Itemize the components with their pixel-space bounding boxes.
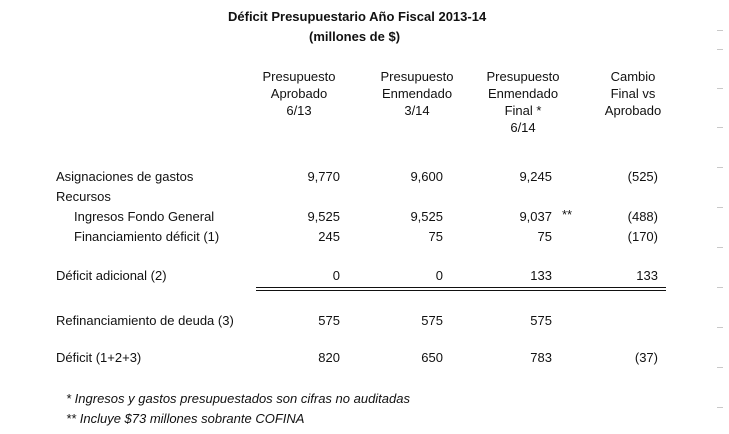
col-header-line: Enmendado xyxy=(487,86,559,101)
col-header-enmendado: Presupuesto Enmendado 3/14 xyxy=(363,68,471,119)
edge-mark xyxy=(717,327,723,328)
row-label: Déficit (1+2+3) xyxy=(56,350,142,365)
cell-enmendado: 575 xyxy=(421,313,443,328)
row-label: Financiamiento déficit (1) xyxy=(74,229,220,244)
col-header-line: Presupuesto xyxy=(486,69,560,84)
row-label: Recursos xyxy=(56,189,111,204)
edge-mark xyxy=(717,247,723,248)
col-header-line: Final vs xyxy=(610,86,656,101)
cell-cambio: (488) xyxy=(627,209,658,224)
edge-mark xyxy=(717,127,723,128)
cell-final: 575 xyxy=(530,313,552,328)
cell-cambio: (170) xyxy=(627,229,658,244)
col-header-line: Presupuesto xyxy=(380,69,454,84)
col-header-line: 3/14 xyxy=(404,103,430,118)
cell-enmendado: 0 xyxy=(435,268,443,283)
cell-aprobado: 9,525 xyxy=(307,209,340,224)
cell-final: 783 xyxy=(530,350,552,365)
col-header-line: 6/14 xyxy=(510,120,536,135)
cell-final: 9,245 xyxy=(519,169,552,184)
cell-aprobado: 9,770 xyxy=(307,169,340,184)
footnote-unaudited: * Ingresos y gastos presupuestados son c… xyxy=(66,391,410,406)
cell-enmendado: 9,600 xyxy=(410,169,443,184)
col-header-line: Cambio xyxy=(610,69,656,84)
row-label: Refinanciamiento de deuda (3) xyxy=(56,313,234,328)
col-header-line: 6/13 xyxy=(286,103,312,118)
cell-cambio: (525) xyxy=(627,169,658,184)
edge-mark xyxy=(717,30,723,31)
edge-mark xyxy=(717,367,723,368)
cell-aprobado: 575 xyxy=(318,313,340,328)
edge-mark xyxy=(717,167,723,168)
edge-mark xyxy=(717,287,723,288)
cell-aprobado: 245 xyxy=(318,229,340,244)
col-header-line: Final * xyxy=(504,103,542,118)
edge-mark xyxy=(717,49,723,50)
cell-final: 133 xyxy=(530,268,552,283)
double-rule-bottom xyxy=(256,290,666,291)
row-label: Asignaciones de gastos xyxy=(56,169,194,184)
cell-cambio: (37) xyxy=(634,350,658,365)
cell-cambio: 133 xyxy=(636,268,658,283)
cell-enmendado: 75 xyxy=(428,229,443,244)
col-header-final: Presupuesto Enmendado Final * 6/14 xyxy=(469,68,577,136)
col-header-line: Aprobado xyxy=(604,103,662,118)
edge-mark xyxy=(717,88,723,89)
page-title: Déficit Presupuestario Año Fiscal 2013-1… xyxy=(228,9,487,24)
cell-aprobado: 820 xyxy=(318,350,340,365)
page-subtitle: (millones de $) xyxy=(309,29,401,44)
row-label: Déficit adicional (2) xyxy=(56,268,167,283)
double-rule-top xyxy=(256,287,666,288)
footnote-marker: ** xyxy=(562,207,573,222)
cell-aprobado: 0 xyxy=(332,268,340,283)
col-header-line: Aprobado xyxy=(270,86,328,101)
cell-final: 75 xyxy=(537,229,552,244)
cell-enmendado: 9,525 xyxy=(410,209,443,224)
col-header-line: Presupuesto xyxy=(262,69,336,84)
cell-final: 9,037 xyxy=(519,209,552,224)
edge-mark xyxy=(717,207,723,208)
col-header-aprobado: Presupuesto Aprobado 6/13 xyxy=(245,68,353,119)
col-header-line: Enmendado xyxy=(381,86,453,101)
col-header-cambio: Cambio Final vs Aprobado xyxy=(588,68,678,119)
footnote-cofina: ** Incluye $73 millones sobrante COFINA xyxy=(66,411,305,426)
cell-enmendado: 650 xyxy=(421,350,443,365)
row-label: Ingresos Fondo General xyxy=(74,209,215,224)
edge-mark xyxy=(717,407,723,408)
